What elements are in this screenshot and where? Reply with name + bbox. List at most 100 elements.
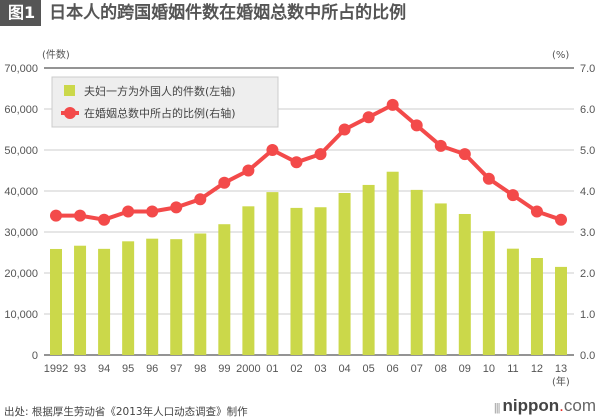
bar [98, 248, 111, 355]
brand-dot: . [559, 396, 564, 415]
x-tick-label: 04 [338, 363, 350, 375]
ratio-line [56, 102, 562, 222]
bar [170, 239, 183, 355]
x-tick-label: 98 [194, 363, 206, 375]
right-axis-ticks: 0.0 1.0 2.0 3.0 4.0 5.0 6.0 7.0 [580, 63, 595, 362]
bar [555, 266, 567, 355]
x-tick-label: 95 [122, 363, 134, 375]
figure-label: 图1 [0, 0, 42, 26]
x-tick-label: 97 [170, 363, 182, 375]
x-axis-unit: (年) [552, 375, 570, 388]
line-point [50, 209, 62, 222]
bar [218, 224, 231, 355]
x-tick-label: 07 [411, 363, 423, 375]
bar [194, 233, 207, 355]
x-tick-label: 06 [387, 363, 399, 375]
left-tick-label: 10,000 [4, 309, 38, 321]
right-tick-label: 1.0 [580, 309, 595, 321]
right-axis-unit: (%) [552, 50, 569, 61]
line-point [98, 213, 111, 226]
line-point [482, 172, 495, 185]
legend-bar-swatch [64, 85, 75, 96]
x-tick-label: 12 [531, 363, 543, 375]
source-note: 出处: 根据厚生劳动省《2013年人口动态调查》制作 [4, 406, 248, 418]
bar [314, 207, 327, 355]
right-tick-label: 2.0 [580, 268, 595, 280]
x-tick-label: 93 [74, 363, 86, 375]
left-tick-label: 50,000 [4, 145, 38, 157]
line-point [266, 144, 279, 156]
bar [338, 193, 351, 355]
line-point [146, 205, 159, 218]
legend-line-marker [64, 107, 76, 119]
x-tick-label: 96 [146, 363, 158, 375]
right-tick-label: 0.0 [580, 350, 595, 362]
right-tick-label: 3.0 [580, 227, 595, 239]
x-axis-ticks: 1992 93 94 95 96 97 98 99 2000 01 02 03 04 05 06 07 08 09… [44, 363, 567, 375]
left-tick-label: 0 [32, 350, 38, 362]
chart-title: 日本人的跨国婚姻件数在婚姻总数中所占的比例 [49, 3, 407, 23]
right-tick-label: 6.0 [580, 104, 595, 116]
x-tick-label: 10 [483, 363, 495, 375]
bar [386, 171, 399, 355]
line-point [194, 193, 207, 206]
left-tick-label: 60,000 [4, 104, 38, 116]
left-tick-label: 70,000 [4, 63, 38, 75]
line-point [218, 176, 231, 189]
bar-series [50, 171, 567, 355]
x-tick-label: 03 [314, 363, 326, 375]
line-point [74, 209, 87, 222]
bar [290, 207, 303, 355]
x-tick-label: 2000 [236, 363, 260, 375]
line-point [314, 148, 327, 161]
line-point [122, 205, 135, 218]
x-tick-label: 02 [290, 363, 302, 375]
x-tick-label: 08 [435, 363, 447, 375]
left-axis-unit: (件数) [42, 48, 70, 61]
bar [266, 192, 279, 355]
left-axis-ticks: 0 10,000 20,000 30,000 40,000 50,000 60,000 70,… [4, 63, 38, 362]
brand-main: nippon [502, 396, 560, 415]
legend: 夫妇一方为外国人的件数(左轴) 在婚姻总数中所占的比例(右轴) [51, 76, 279, 128]
line-point [530, 205, 543, 218]
bar [122, 241, 135, 355]
legend-box [51, 76, 279, 128]
bar [458, 213, 471, 355]
x-tick-label: 1992 [44, 363, 68, 375]
left-tick-label: 20,000 [4, 268, 38, 280]
line-point [555, 213, 567, 226]
x-tick-label: 11 [507, 363, 518, 375]
brand-suffix: com [563, 396, 596, 415]
bar [146, 238, 159, 355]
bar [242, 206, 255, 355]
line-point [410, 119, 423, 132]
bar [482, 231, 495, 355]
bar [362, 184, 375, 355]
brand-logo: ||| nippon.com [494, 396, 596, 416]
bar [434, 203, 447, 355]
title-bar: 图1 日本人的跨国婚姻件数在婚姻总数中所占的比例 [0, 0, 406, 26]
line-point [362, 111, 375, 124]
x-tick-label: 13 [555, 363, 567, 375]
line-point [242, 164, 255, 177]
right-tick-label: 7.0 [580, 63, 595, 75]
left-tick-label: 40,000 [4, 186, 38, 198]
left-tick-label: 30,000 [4, 227, 38, 239]
x-tick-label: 94 [98, 363, 110, 375]
legend-line-label: 在婚姻总数中所占的比例(右轴) [84, 106, 236, 120]
bar [506, 248, 519, 355]
line-point [290, 156, 303, 169]
bar [50, 248, 62, 355]
x-tick-label: 01 [266, 363, 278, 375]
line-series [50, 98, 567, 226]
line-point [458, 148, 471, 161]
line-point [386, 98, 399, 111]
line-point [338, 123, 351, 136]
bar [410, 189, 423, 355]
x-tick-label: 99 [218, 363, 230, 375]
brand-mark-icon: ||| [493, 402, 501, 414]
right-tick-label: 4.0 [580, 186, 595, 198]
x-tick-label: 09 [459, 363, 471, 375]
line-point [170, 201, 183, 214]
